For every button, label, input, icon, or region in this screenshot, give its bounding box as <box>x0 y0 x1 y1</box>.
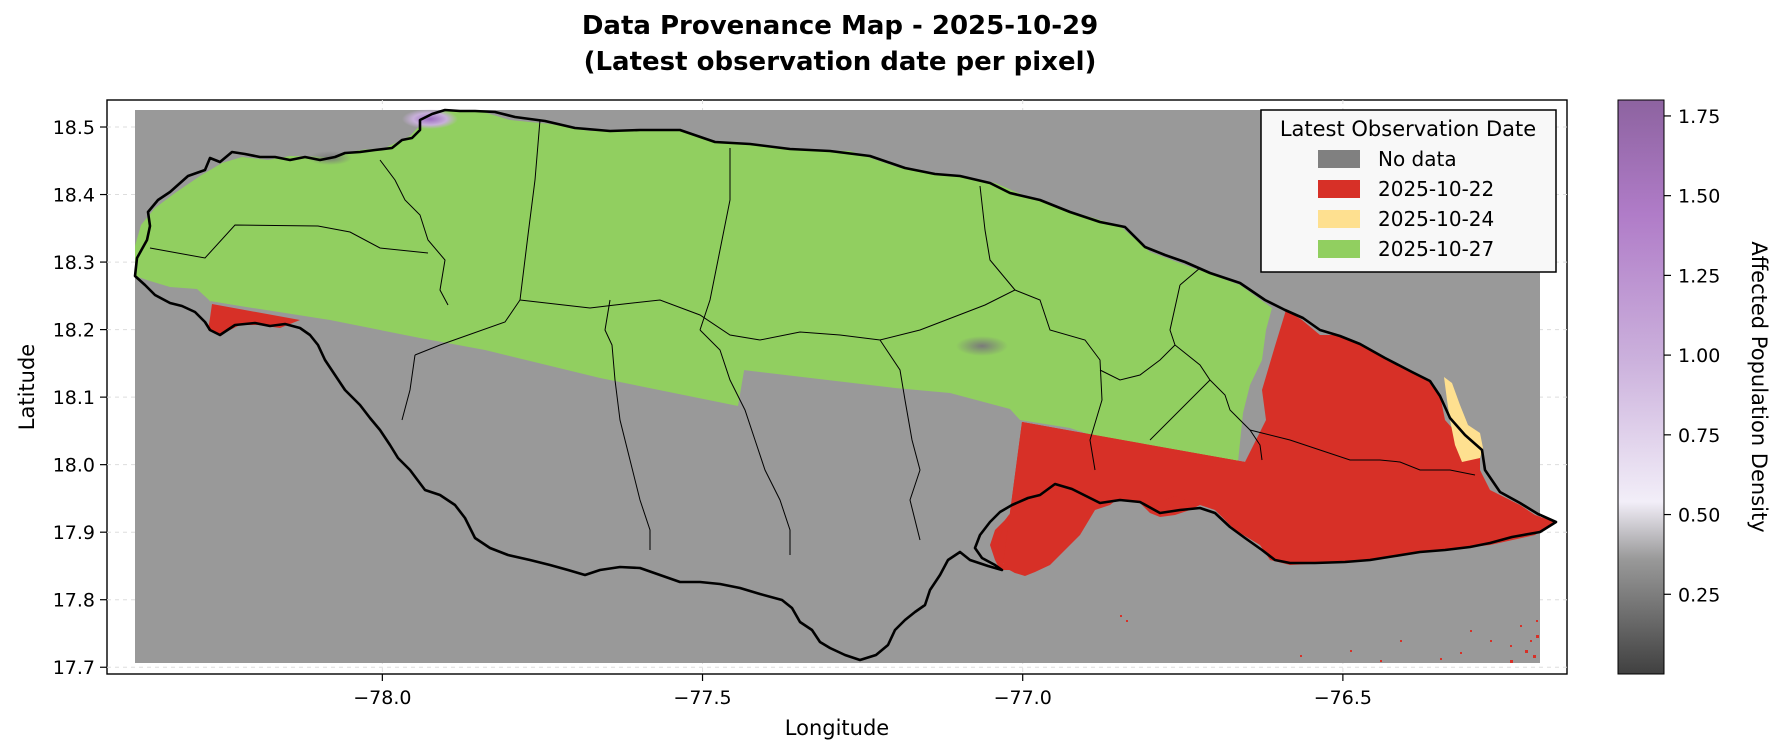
y-tick-label: 17.8 <box>53 590 95 612</box>
colorbar-tick-label: 1.75 <box>1678 106 1720 128</box>
legend-entries: No data 2025-10-22 2025-10-24 2025-10-27 <box>1318 147 1494 261</box>
legend-entry-label: 2025-10-22 <box>1378 177 1494 201</box>
y-tick-label: 18.0 <box>53 455 95 477</box>
y-tick-label: 18.4 <box>53 185 95 207</box>
density-blob-central <box>956 336 1008 356</box>
red-speckles <box>1120 615 1539 663</box>
x-axis-ticks: −78.0 −77.5 −77.0 −76.5 <box>353 674 1372 709</box>
colorbar-tick-label: 1.25 <box>1678 265 1720 287</box>
colorbar-label: Affected Population Density <box>1747 241 1771 532</box>
legend-title: Latest Observation Date <box>1280 117 1536 141</box>
coastline <box>133 108 1558 662</box>
colorbar-tick-label: 1.00 <box>1678 345 1720 367</box>
y-tick-label: 17.9 <box>53 522 95 544</box>
y-axis-label: Latitude <box>15 344 39 430</box>
density-blob-north <box>402 109 458 129</box>
legend-box <box>1260 109 1557 273</box>
y-tick-label: 18.2 <box>53 320 95 342</box>
colorbar-tick-label: 1.50 <box>1678 186 1720 208</box>
y-tick-label: 18.5 <box>53 117 95 139</box>
chart-title: Data Provenance Map - 2025-10-29 (Latest… <box>0 8 1680 80</box>
region-2025-10-22-sw <box>1003 422 1245 573</box>
y-tick-label: 18.1 <box>53 387 95 409</box>
x-tick-label: −78.0 <box>353 687 411 709</box>
y-tick-label: 17.7 <box>53 657 95 679</box>
x-tick-label: −77.0 <box>994 687 1052 709</box>
legend-swatch <box>1318 150 1360 168</box>
chart-title-line1: Data Provenance Map - 2025-10-29 <box>581 11 1099 41</box>
y-axis-ticks: 17.7 17.8 17.9 18.0 18.1 18.2 18.3 18.4 18.5 <box>53 117 107 679</box>
legend-swatch <box>1318 210 1360 228</box>
colorbar-gradient <box>1617 99 1665 675</box>
chart-title-line2: (Latest observation date per pixel) <box>583 47 1097 77</box>
region-2025-10-22-east <box>990 310 1555 570</box>
colorbar-tick-label: 0.75 <box>1678 425 1720 447</box>
colorbar: 0.25 0.50 0.75 1.00 1.25 1.50 1.75 Affected Po… <box>1617 99 1771 675</box>
parish-boundaries <box>149 119 1476 555</box>
x-tick-label: −76.5 <box>1314 687 1372 709</box>
y-tick-label: 18.3 <box>53 252 95 274</box>
legend: Latest Observation Date No data 2025-10-2… <box>1260 109 1557 273</box>
legend-swatch <box>1318 240 1360 258</box>
colorbar-tick-label: 0.25 <box>1678 584 1720 606</box>
colorbar-ticks: 0.25 0.50 0.75 1.00 1.25 1.50 1.75 <box>1664 106 1720 606</box>
colorbar-tick-label: 0.50 <box>1678 505 1720 527</box>
legend-entry-label: 2025-10-24 <box>1378 207 1494 231</box>
x-axis-label: Longitude <box>785 716 889 740</box>
region-2025-10-27 <box>135 111 1272 462</box>
legend-swatch <box>1318 180 1360 198</box>
legend-entry-label: 2025-10-27 <box>1378 237 1494 261</box>
x-tick-label: −77.5 <box>673 687 731 709</box>
legend-entry-label: No data <box>1378 147 1457 171</box>
